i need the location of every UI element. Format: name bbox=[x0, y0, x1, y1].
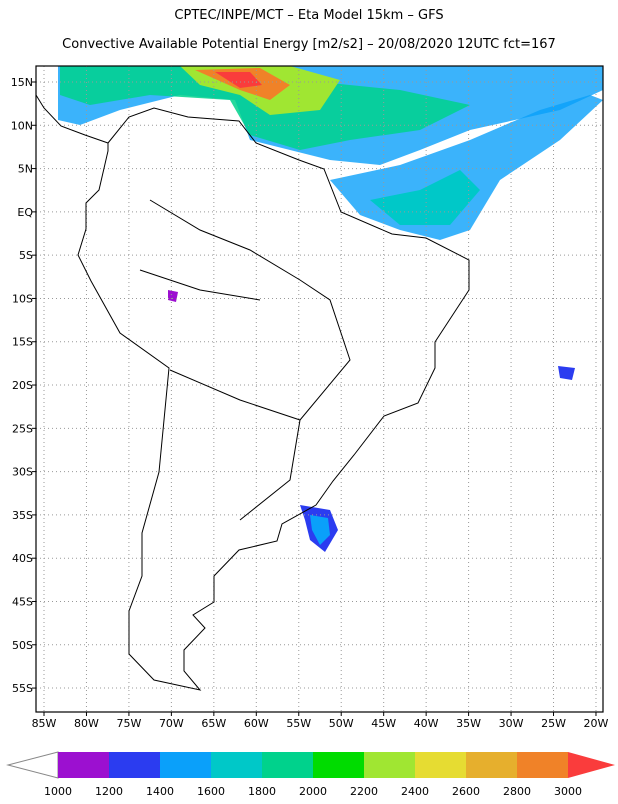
colorbar-swatch bbox=[160, 752, 211, 778]
colorbar-label: 2200 bbox=[350, 785, 378, 798]
colorbar-swatch bbox=[262, 752, 313, 778]
lat-label: 40S bbox=[12, 552, 33, 565]
lon-label: 75W bbox=[116, 717, 141, 730]
lon-label: 80W bbox=[74, 717, 99, 730]
colorbar-swatch bbox=[466, 752, 517, 778]
lon-label: 45W bbox=[371, 717, 396, 730]
colorbar-swatch bbox=[415, 752, 466, 778]
map-frame bbox=[35, 65, 604, 713]
colorbar-swatch bbox=[313, 752, 364, 778]
lon-label: 20W bbox=[584, 717, 609, 730]
colorbar-swatch bbox=[109, 752, 160, 778]
lon-label: 40W bbox=[414, 717, 439, 730]
coastline bbox=[35, 94, 470, 691]
lat-label: 30S bbox=[12, 466, 33, 479]
lat-label: 55S bbox=[12, 682, 33, 695]
lon-label: 30W bbox=[499, 717, 524, 730]
subtitle: Convective Available Potential Energy [m… bbox=[62, 37, 556, 52]
colorbar-label: 1200 bbox=[95, 785, 123, 798]
lat-label: 5S bbox=[19, 249, 33, 262]
colorbar-under bbox=[6, 751, 59, 779]
lat-label: 10S bbox=[12, 292, 33, 305]
colorbar-swatch bbox=[364, 752, 415, 778]
lat-label: 15S bbox=[12, 336, 33, 349]
cape-field bbox=[58, 66, 603, 552]
colorbar-label: 2400 bbox=[401, 785, 429, 798]
lon-label: 55W bbox=[286, 717, 311, 730]
colorbar-swatch bbox=[517, 752, 568, 778]
lat-label: 25S bbox=[12, 422, 33, 435]
lon-label: 50W bbox=[329, 717, 354, 730]
colorbar-label: 3000 bbox=[554, 785, 582, 798]
colorbar-label: 1800 bbox=[248, 785, 276, 798]
lon-label: 85W bbox=[32, 717, 57, 730]
lat-label: 35S bbox=[12, 509, 33, 522]
lat-label: 15N bbox=[11, 76, 33, 89]
lat-label: 10N bbox=[11, 119, 33, 132]
colorbar-label: 2600 bbox=[452, 785, 480, 798]
lon-label: 70W bbox=[159, 717, 184, 730]
lat-label: EQ bbox=[17, 206, 33, 219]
lat-label: 5N bbox=[18, 163, 33, 176]
colorbar-over bbox=[568, 752, 615, 778]
colorbar-swatch bbox=[211, 752, 262, 778]
lat-label: 20S bbox=[12, 379, 33, 392]
colorbar-label: 1600 bbox=[197, 785, 225, 798]
colorbar-label: 2000 bbox=[299, 785, 327, 798]
colorbar-label: 1400 bbox=[146, 785, 174, 798]
lon-label: 60W bbox=[244, 717, 269, 730]
colorbar-label: 1000 bbox=[44, 785, 72, 798]
lat-label: 45S bbox=[12, 595, 33, 608]
lon-label: 65W bbox=[201, 717, 226, 730]
lon-label: 35W bbox=[456, 717, 481, 730]
colorbar-label: 2800 bbox=[503, 785, 531, 798]
colorbar-swatch bbox=[58, 752, 109, 778]
title: CPTEC/INPE/MCT – Eta Model 15km – GFS bbox=[174, 8, 443, 23]
lat-label: 50S bbox=[12, 639, 33, 652]
lon-label: 25W bbox=[541, 717, 566, 730]
